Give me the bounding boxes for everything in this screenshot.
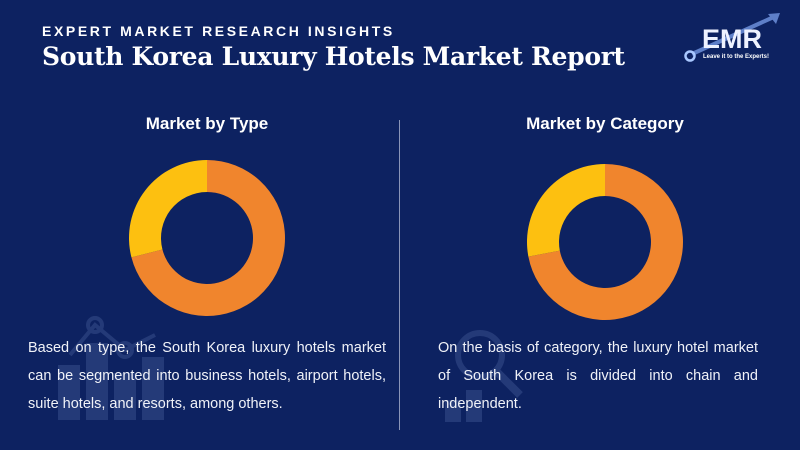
- chart-title-category: Market by Category: [526, 114, 684, 133]
- logo-arrow-head-icon: [768, 13, 780, 24]
- type-description: Based on type, the South Korea luxury ho…: [28, 340, 386, 412]
- emr-logo: EMR Leave it to the Experts!: [684, 13, 780, 62]
- bar-chart-watermark-icon: [58, 316, 164, 420]
- donut-slice-2: [129, 160, 207, 258]
- chart-title-type: Market by Type: [145, 114, 269, 133]
- logo-arrow-line: [691, 14, 777, 56]
- magnifier-watermark-icon: [445, 330, 523, 422]
- logo-text: EMR: [702, 24, 762, 54]
- logo-circle-icon: [684, 50, 696, 62]
- donut-chart-category: [527, 164, 683, 320]
- panel-divider: [399, 120, 400, 430]
- report-kicker: EXPERT MARKET RESEARCH INSIGHTS: [42, 23, 395, 39]
- category-description: On the basis of category, the luxury hot…: [438, 340, 758, 412]
- donut-slice-1: [528, 164, 683, 320]
- donut-chart-type: [129, 160, 285, 316]
- donut-slice-2: [527, 164, 605, 257]
- donut-slice-1: [131, 160, 285, 316]
- page-title: South Korea Luxury Hotels Market Report: [42, 42, 625, 71]
- logo-tagline: Leave it to the Experts!: [703, 54, 769, 60]
